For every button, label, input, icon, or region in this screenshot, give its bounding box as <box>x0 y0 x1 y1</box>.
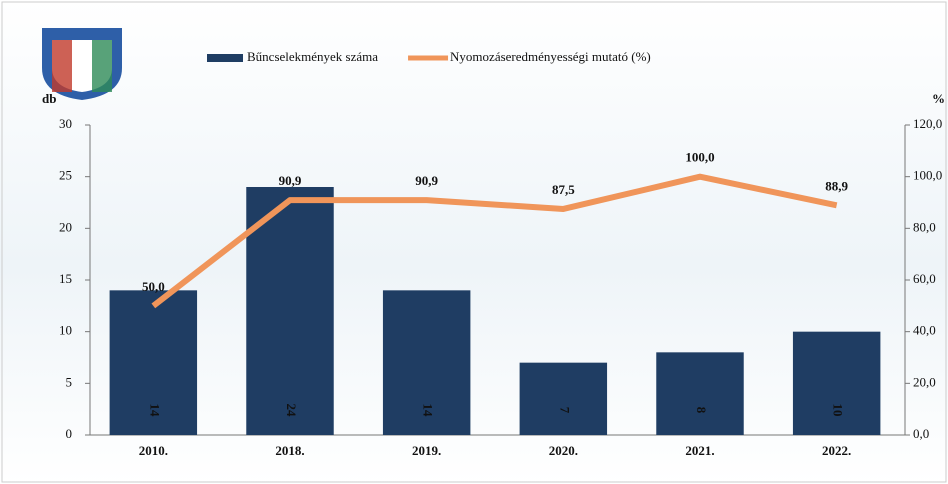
x-tick-label: 2020. <box>549 443 578 458</box>
y-tick-label: 15 <box>59 271 72 286</box>
line-value-label: 100,0 <box>685 150 714 165</box>
chart: db % 0 5 10 15 20 25 30 0,0 20,0 40,0 60,0 80,0 100,… <box>0 0 948 484</box>
logo <box>42 28 122 100</box>
y-tick-label: 25 <box>59 168 72 183</box>
x-tick-label: 2021. <box>685 443 714 458</box>
x-tick-label: 2010. <box>139 443 168 458</box>
line-value-label: 88,9 <box>825 178 848 193</box>
legend-label: Bűncselekmények száma <box>247 49 378 64</box>
bar-value-label: 8 <box>694 407 709 414</box>
y2-tick-label: 60,0 <box>913 271 936 286</box>
y-axis-label: db <box>42 91 56 106</box>
bar-value-label: 24 <box>284 404 299 418</box>
y-tick-label: 20 <box>59 219 72 234</box>
legend-swatch <box>207 54 243 62</box>
y2-axis-label: % <box>932 91 945 106</box>
bar-value-label: 7 <box>557 407 572 414</box>
line-value-label: 90,9 <box>279 173 302 188</box>
y-tick-label: 0 <box>66 426 73 441</box>
y-tick-label: 10 <box>59 323 72 338</box>
x-tick-label: 2018. <box>275 443 304 458</box>
line-value-label: 87,5 <box>552 182 575 197</box>
y2-tick-label: 40,0 <box>913 323 936 338</box>
bar-value-label: 14 <box>147 404 162 418</box>
line-value-label: 90,9 <box>415 173 438 188</box>
bar <box>656 352 743 435</box>
y-tick-label: 5 <box>66 374 73 389</box>
x-tick-label: 2019. <box>412 443 441 458</box>
y2-tick-label: 0,0 <box>913 426 929 441</box>
x-tick-label: 2022. <box>822 443 851 458</box>
legend-label: Nyomozáseredményességi mutató (%) <box>450 49 651 64</box>
y2-tick-label: 20,0 <box>913 374 936 389</box>
bar <box>793 332 880 435</box>
y2-tick-label: 120,0 <box>913 116 942 131</box>
bar <box>520 363 607 435</box>
y2-tick-label: 100,0 <box>913 168 942 183</box>
bar-value-label: 10 <box>831 404 846 417</box>
bar-value-label: 14 <box>421 404 436 418</box>
y2-tick-label: 80,0 <box>913 219 936 234</box>
y-tick-label: 30 <box>59 116 72 131</box>
line-value-label: 50,0 <box>142 279 165 294</box>
